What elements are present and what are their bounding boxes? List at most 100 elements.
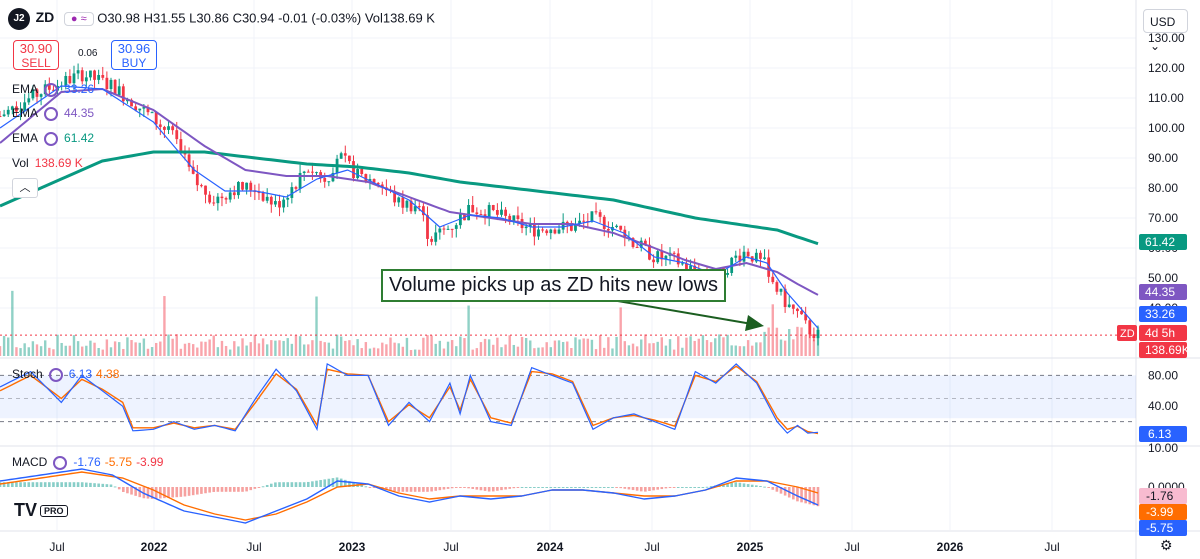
settings-icon[interactable] [53, 455, 68, 470]
legend-stoch[interactable]: Stoch 6.13 4.38 [12, 367, 120, 382]
candle-body [15, 106, 18, 112]
time-tick-label: 2025 [737, 540, 764, 554]
currency-select[interactable]: USD ⌄ [1143, 9, 1188, 53]
macd-histogram-bar [496, 487, 499, 491]
macd-histogram-bar [450, 487, 454, 489]
legend-ema-slow[interactable]: EMA 61.42 [12, 131, 95, 146]
macd-histogram-bar [274, 482, 277, 487]
legend-volume[interactable]: Vol 138.69 K [12, 156, 83, 170]
volume-bar [681, 347, 684, 356]
company-logo: J2 [8, 8, 30, 30]
legend-ema-fast[interactable]: EMA 33.26 [12, 82, 95, 97]
macd-histogram-bar [138, 487, 142, 498]
time-tick-label: Jul [1044, 540, 1059, 554]
volume-bar [72, 335, 76, 356]
volume-bar [446, 341, 450, 356]
candle-body [664, 255, 668, 260]
candle-body [545, 230, 549, 234]
volume-bar [76, 341, 80, 356]
price-badge [1139, 306, 1187, 322]
candle-body [232, 192, 236, 196]
candle-body [569, 225, 573, 231]
macd-histogram-bar [512, 487, 516, 489]
candle-body [347, 155, 351, 162]
settings-icon[interactable] [44, 131, 59, 146]
volume-bar [705, 340, 709, 356]
legend-macd[interactable]: MACD -1.76 -5.75 -3.99 [12, 455, 164, 470]
volume-bar [249, 342, 252, 356]
indicator-toggle[interactable]: ● ≈ [63, 12, 94, 26]
buy-button[interactable]: 30.96 BUY [111, 40, 157, 70]
macd-histogram-bar [163, 487, 166, 499]
volume-bar [286, 338, 289, 356]
candle-body [660, 251, 664, 260]
volume-bar [109, 347, 113, 356]
settings-icon[interactable] [48, 367, 63, 382]
candle-body [35, 89, 39, 97]
candle-body [171, 126, 175, 131]
candle-body [126, 99, 129, 102]
candle-body [175, 130, 179, 140]
candle-body [298, 172, 302, 189]
macd-histogram-bar [652, 487, 655, 491]
settings-icon[interactable] [44, 82, 59, 97]
candle-body [816, 329, 820, 339]
volume-bar [709, 342, 713, 356]
volume-bar [23, 343, 26, 356]
candle-body [504, 209, 507, 216]
volume-bar [701, 335, 705, 356]
candle-body [261, 192, 265, 201]
macd-histogram-bar [171, 487, 174, 498]
volume-bar [389, 337, 392, 356]
candle-body [138, 108, 142, 111]
volume-bar [385, 344, 388, 356]
volume-bar [323, 342, 326, 356]
macd-badge-label: -1.76 [1146, 489, 1174, 503]
settings-icon[interactable] [44, 106, 59, 121]
candle-body [685, 263, 688, 270]
settings-gear-icon[interactable]: ⚙ [1160, 537, 1173, 553]
symbol-header: J2 ZD ● ≈ O30.98 H31.55 L30.86 C30.94 -0… [8, 8, 435, 30]
macd-histogram-bar [364, 486, 368, 488]
volume-bar [274, 340, 277, 356]
collapse-legend-button[interactable]: ︿ [12, 178, 38, 198]
macd-histogram-bar [553, 487, 557, 488]
candle-body [0, 116, 2, 117]
volume-bar [191, 344, 195, 356]
price-badge [1139, 325, 1187, 341]
candle-body [121, 86, 125, 102]
candle-body [356, 169, 360, 179]
macd-histogram-bar [208, 487, 211, 493]
volume-bar [261, 338, 265, 356]
legend-ema-mid[interactable]: EMA 44.35 [12, 106, 95, 121]
macd-histogram-bar [261, 486, 265, 488]
candle-body [516, 215, 520, 220]
macd-histogram-bar [697, 487, 701, 488]
volume-bar [524, 337, 528, 356]
volume-bar [270, 340, 273, 356]
volume-bar [677, 336, 680, 356]
volume-bar [697, 338, 700, 356]
candle-body [146, 107, 150, 113]
annotation-text[interactable]: Volume picks up as ZD hits new lows [381, 269, 727, 302]
sell-button[interactable]: 30.90 SELL [13, 40, 59, 70]
volume-bar [307, 344, 310, 356]
symbol-name[interactable]: ZD [35, 9, 55, 26]
candle-body [191, 166, 195, 174]
volume-bar [660, 337, 663, 356]
macd-histogram-bar [245, 487, 248, 492]
candle-body [257, 192, 261, 194]
macd-histogram-bar [808, 487, 812, 505]
macd-histogram-bar [196, 487, 199, 495]
volume-bar [163, 296, 166, 356]
volume-bar [257, 343, 261, 356]
candle-body [787, 304, 791, 308]
volume-bar [11, 290, 14, 356]
candle-body [467, 205, 471, 221]
candle-body [783, 288, 787, 308]
macd-histogram-bar [265, 484, 269, 487]
macd-histogram-bar [463, 487, 466, 488]
candle-body [163, 126, 166, 130]
macd-histogram-bar [19, 482, 22, 487]
